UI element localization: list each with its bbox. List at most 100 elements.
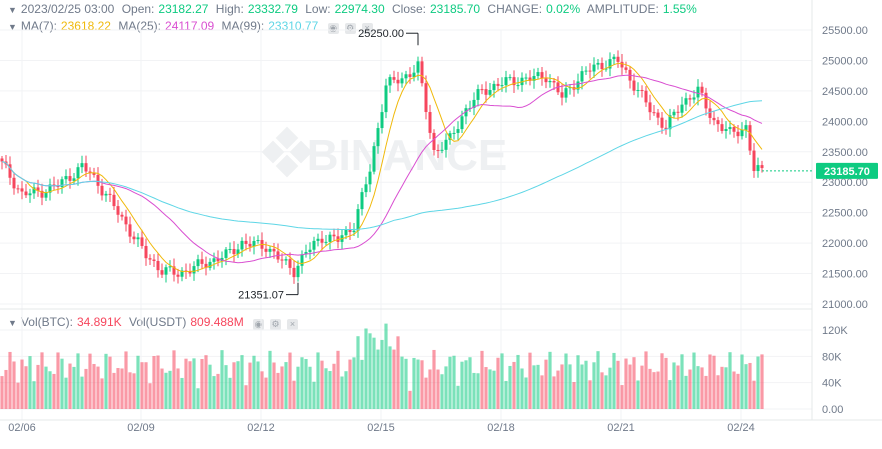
eye-icon[interactable]: ◉ — [327, 23, 339, 34]
volume-bar — [340, 376, 344, 409]
vol-settings-icon[interactable]: ⚙ — [270, 319, 282, 330]
candle-body — [248, 243, 252, 247]
volume-bar — [96, 366, 100, 409]
candle-body — [292, 267, 296, 278]
candle-body — [332, 234, 336, 237]
volume-bar — [440, 374, 444, 409]
high-annotation-label: 25250.00 — [358, 28, 404, 40]
volume-bar — [556, 370, 560, 409]
volume-bar — [648, 368, 652, 409]
volume-bar — [680, 354, 684, 409]
volume-bar — [132, 373, 136, 409]
volume-bar — [416, 359, 420, 409]
volume-bar — [104, 353, 108, 409]
candle-body — [744, 125, 748, 130]
volume-bar — [220, 350, 224, 409]
candle-body — [584, 70, 588, 72]
volume-bar — [448, 356, 452, 409]
ma25-line — [1, 74, 763, 264]
volume-bar — [704, 375, 708, 409]
candle-body — [56, 185, 60, 187]
volume-bar — [668, 380, 672, 409]
candle-body — [256, 240, 260, 242]
volume-bar — [188, 361, 192, 409]
vol-close-icon[interactable]: × — [287, 319, 299, 330]
volume-bar — [72, 366, 76, 409]
volume-bar — [676, 365, 680, 409]
volume-bar — [184, 358, 188, 409]
candle-body — [516, 85, 520, 87]
candle-body — [68, 176, 72, 181]
candle-body — [116, 206, 120, 215]
volume-bar — [348, 359, 352, 409]
collapse-caret-icon[interactable]: ▼ — [8, 5, 17, 15]
volume-bar — [296, 366, 300, 409]
volume-bar — [124, 351, 128, 409]
volume-bar — [88, 353, 92, 409]
candle-body — [380, 112, 384, 129]
high-label: High: — [215, 2, 244, 16]
settings-icon[interactable]: ⚙ — [344, 23, 356, 34]
volume-bar — [516, 354, 520, 409]
candle-body — [540, 72, 544, 79]
watermark-text: BINANCE — [307, 131, 507, 180]
amplitude-value: 1.55% — [662, 2, 697, 16]
candle-body — [712, 117, 716, 121]
volume-bar — [328, 371, 332, 409]
close-icon[interactable]: × — [361, 23, 373, 34]
volume-bar — [292, 380, 296, 409]
volume-bar — [276, 372, 280, 409]
price-tick-label: 25500.00 — [822, 25, 868, 37]
candle-body — [88, 171, 92, 173]
vol-collapse-caret-icon[interactable]: ▼ — [8, 318, 17, 328]
candle-body — [676, 111, 680, 113]
candle-body — [504, 77, 508, 86]
candle-body — [356, 209, 360, 231]
ma7-line — [1, 62, 763, 273]
low-label: Low: — [305, 2, 331, 16]
candle-body — [464, 108, 468, 117]
candle-body — [508, 77, 512, 79]
candle-body — [372, 146, 376, 172]
candle-body — [560, 92, 564, 98]
volume-bar — [356, 336, 360, 409]
volume-bar — [144, 362, 148, 409]
volume-bar — [456, 385, 460, 409]
volume-bar — [80, 376, 84, 409]
candle-body — [368, 171, 372, 185]
candle-body — [212, 258, 216, 262]
volume-bar — [432, 349, 436, 409]
candle-body — [688, 98, 692, 100]
candle-body — [476, 89, 480, 100]
volume-bar — [528, 352, 532, 409]
candle-body — [624, 67, 628, 70]
volume-bar — [200, 358, 204, 409]
axes: 25500.00 25000.00 24500.00 24000.00 23500.00… — [0, 0, 882, 434]
volume-bar — [360, 359, 364, 409]
vol-eye-icon[interactable]: ◉ — [253, 319, 265, 330]
volume-bar — [108, 356, 112, 409]
volume-bar — [572, 382, 576, 409]
volume-bar — [28, 356, 32, 409]
candle-body — [60, 179, 64, 187]
volume-bar — [36, 364, 40, 409]
candle-body — [588, 70, 592, 72]
volume-bar — [660, 353, 664, 409]
candle-body — [160, 270, 164, 275]
candle-body — [352, 230, 356, 233]
volume-bar — [684, 375, 688, 409]
volume-bar — [728, 352, 732, 409]
volume-bar — [428, 369, 432, 409]
volume-bar — [76, 353, 80, 409]
candle-body — [308, 249, 312, 253]
volume-tick-label: 0.00 — [822, 404, 843, 416]
candle-body — [692, 97, 696, 100]
ma-collapse-caret-icon[interactable]: ▼ — [8, 22, 17, 32]
volume-bar — [532, 365, 536, 409]
volume-bar — [464, 360, 468, 409]
candle-body — [632, 80, 636, 91]
candle-body — [428, 112, 432, 133]
candle-body — [736, 131, 740, 137]
candle-body — [408, 74, 412, 77]
